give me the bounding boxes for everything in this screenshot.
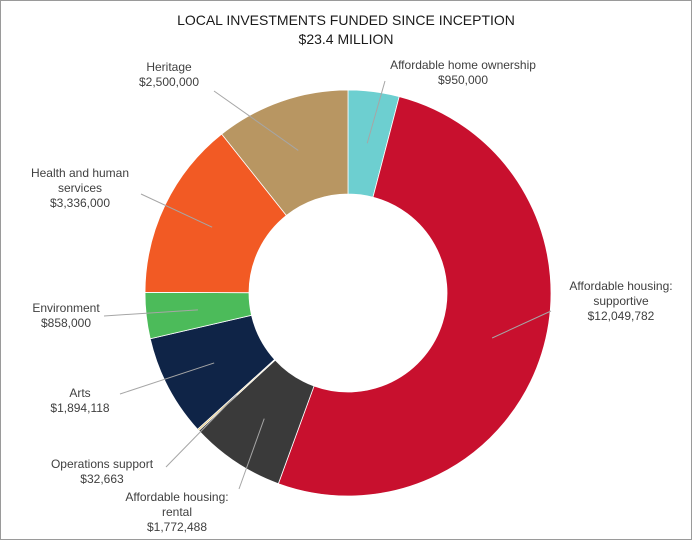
leader-line-arts [119, 362, 215, 395]
leader-line-affordable-housing-rental [238, 418, 265, 490]
leader-line-health-and-human-services [140, 193, 213, 228]
leader-line-heritage [213, 90, 299, 151]
slice-affordable-housing-supportive [277, 96, 552, 497]
leader-line-affordable-home-ownership [366, 80, 386, 144]
leader-line-affordable-housing-supportive [491, 310, 552, 339]
data-label-environment: Environment $858,000 [32, 301, 100, 330]
data-label-health-and-human-services: Health and human services $3,336,000 [31, 166, 129, 210]
data-label-arts: Arts $1,894,118 [50, 386, 109, 415]
data-label-affordable-housing-rental: Affordable housing: rental $1,772,488 [125, 490, 228, 534]
slice-health-and-human-services [144, 133, 287, 294]
data-label-affordable-home-ownership: Affordable home ownership $950,000 [390, 58, 536, 87]
data-label-affordable-housing-supportive: Affordable housing: supportive $12,049,782 [569, 279, 672, 323]
chart-title-block: LOCAL INVESTMENTS FUNDED SINCE INCEPTION… [1, 11, 691, 49]
chart-title: LOCAL INVESTMENTS FUNDED SINCE INCEPTION [177, 12, 515, 28]
leader-line-environment [103, 309, 198, 317]
slice-heritage [221, 89, 349, 217]
data-label-heritage: Heritage $2,500,000 [139, 60, 199, 89]
leader-line-operations-support [165, 394, 237, 468]
chart-subtitle: $23.4 MILLION [298, 31, 394, 47]
data-label-operations-support: Operations support $32,663 [51, 457, 154, 486]
